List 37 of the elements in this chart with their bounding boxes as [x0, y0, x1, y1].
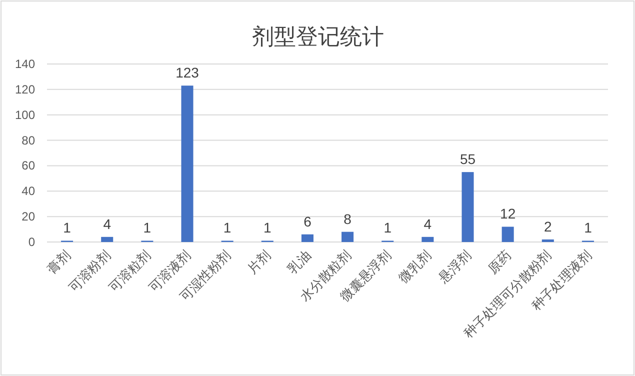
data-label: 1	[223, 220, 232, 236]
bar	[542, 239, 554, 242]
data-label: 4	[424, 216, 432, 232]
y-tick-label: 0	[28, 235, 36, 249]
bar	[342, 232, 354, 242]
bar	[422, 236, 434, 242]
data-label: 123	[176, 64, 200, 81]
y-tick-label: 100	[14, 108, 36, 122]
data-label: 1	[63, 220, 72, 236]
y-tick-label: 80	[22, 133, 36, 148]
bar	[462, 172, 474, 242]
data-label: 55	[460, 151, 476, 168]
data-label: 12	[500, 206, 516, 222]
data-label: 4	[103, 216, 112, 232]
y-tick-label: 60	[22, 158, 36, 173]
y-tick-label: 120	[14, 82, 36, 96]
data-label: 2	[544, 218, 552, 234]
bar	[502, 226, 514, 242]
bar	[101, 236, 114, 242]
y-tick-label: 20	[22, 210, 36, 224]
y-tick-label: 140	[14, 57, 36, 71]
data-label: 1	[143, 220, 152, 236]
data-label: 1	[384, 220, 392, 236]
bar	[181, 86, 194, 242]
y-tick-label: 40	[22, 184, 36, 198]
x-tick-label: 片剂	[244, 248, 274, 277]
data-label: 1	[584, 220, 592, 236]
data-label: 6	[304, 213, 312, 230]
bar	[301, 234, 314, 242]
x-tick-label: 悬浮剂	[434, 248, 474, 286]
chart-title: 剂型登记统计	[252, 25, 384, 50]
x-tick-label: 原药	[484, 248, 514, 277]
x-tick-label: 膏剂	[44, 248, 74, 277]
x-tick-label: 微乳剂	[396, 248, 434, 286]
data-label: 1	[263, 220, 272, 236]
x-tick-label: 乳油	[284, 248, 314, 277]
data-label: 8	[344, 210, 352, 227]
